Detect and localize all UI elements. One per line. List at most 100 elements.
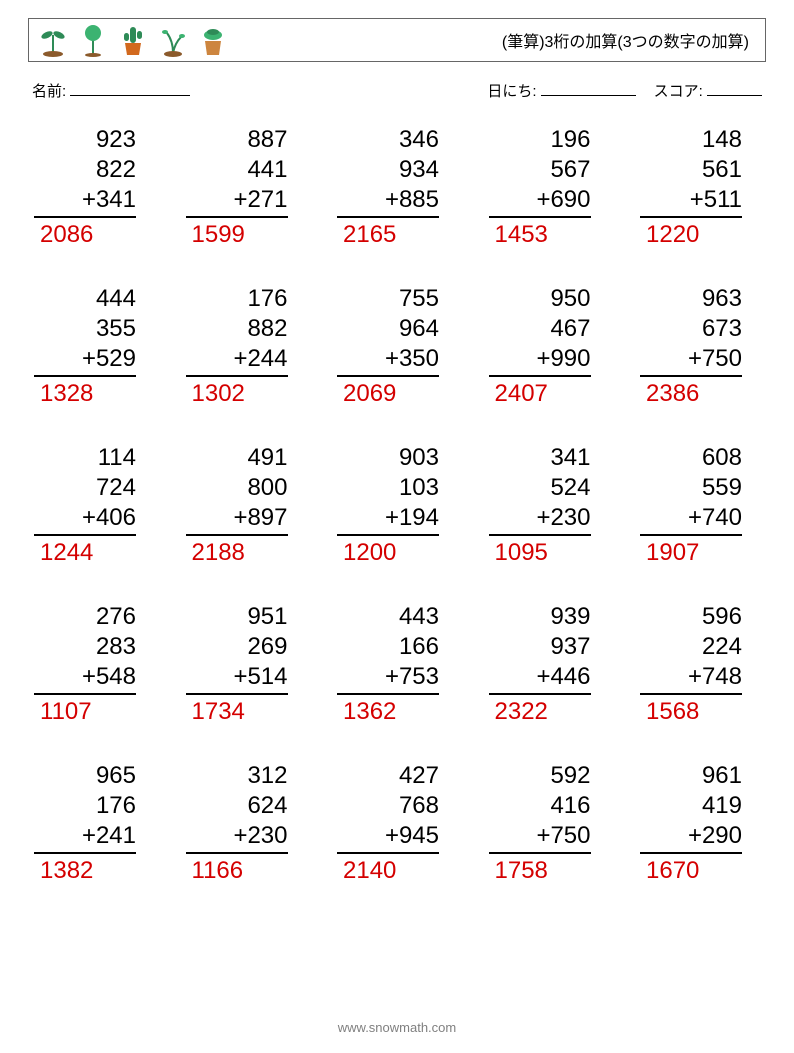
addend-3-line: +753 <box>337 662 439 695</box>
problems-row: 276283+5481107 951269+5141734 443166+75313… <box>34 602 760 727</box>
addend-3-line: +750 <box>489 821 591 854</box>
addend-1: 443 <box>337 602 439 632</box>
addend-3-line: +897 <box>186 503 288 536</box>
addend-3-line: +750 <box>640 344 742 377</box>
addend-3-line: +194 <box>337 503 439 536</box>
addend-1: 341 <box>489 443 591 473</box>
addend-2: 768 <box>337 791 439 821</box>
addend-1: 427 <box>337 761 439 791</box>
addition-problem: 596224+7481568 <box>640 602 760 727</box>
addend-3-line: +945 <box>337 821 439 854</box>
addend-1: 592 <box>489 761 591 791</box>
header-bar: (筆算)3桁の加算(3つの数字の加算) <box>28 18 766 62</box>
answer: 1220 <box>640 220 742 250</box>
addition-problem: 427768+9452140 <box>337 761 457 886</box>
name-field: 名前: <box>32 80 469 101</box>
addition-problem: 961419+2901670 <box>640 761 760 886</box>
footer-url: www.snowmath.com <box>0 1020 794 1035</box>
name-blank <box>70 82 190 96</box>
addition-problem: 963673+7502386 <box>640 284 760 409</box>
addend-1: 961 <box>640 761 742 791</box>
addition-problem: 196567+6901453 <box>489 125 609 250</box>
addition-problem: 114724+4061244 <box>34 443 154 568</box>
answer: 1453 <box>489 220 591 250</box>
answer: 2086 <box>34 220 136 250</box>
answer: 2069 <box>337 379 439 409</box>
answer: 2407 <box>489 379 591 409</box>
cactus-pot-icon <box>119 23 147 57</box>
answer: 1302 <box>186 379 288 409</box>
answer: 1734 <box>186 697 288 727</box>
addend-1: 923 <box>34 125 136 155</box>
succulent-pot-icon <box>199 23 227 57</box>
addition-problem: 887441+2711599 <box>186 125 306 250</box>
score-label: スコア: <box>654 83 703 100</box>
addend-3-line: +290 <box>640 821 742 854</box>
addend-1: 312 <box>186 761 288 791</box>
addition-problem: 276283+5481107 <box>34 602 154 727</box>
answer: 1907 <box>640 538 742 568</box>
addend-3-line: +230 <box>489 503 591 536</box>
addition-problem: 965176+2411382 <box>34 761 154 886</box>
sprout-icon <box>39 23 67 57</box>
addend-2: 724 <box>34 473 136 503</box>
addition-problem: 444355+5291328 <box>34 284 154 409</box>
problems-row: 965176+2411382312624+2301166427768+94521… <box>34 761 760 886</box>
addend-2: 524 <box>489 473 591 503</box>
addend-2: 964 <box>337 314 439 344</box>
addend-1: 596 <box>640 602 742 632</box>
addition-problem: 903103+1941200 <box>337 443 457 568</box>
addend-1: 114 <box>34 443 136 473</box>
addend-1: 491 <box>186 443 288 473</box>
addend-3-line: +446 <box>489 662 591 695</box>
addend-2: 937 <box>489 632 591 662</box>
addition-problem: 950467+9902407 <box>489 284 609 409</box>
addend-2: 224 <box>640 632 742 662</box>
problems-row: 923822+3412086887441+2711599346934+88521… <box>34 125 760 250</box>
addition-problem: 608559+7401907 <box>640 443 760 568</box>
addend-2: 882 <box>186 314 288 344</box>
date-label: 日にち: <box>487 83 536 100</box>
answer: 1382 <box>34 856 136 886</box>
addend-2: 800 <box>186 473 288 503</box>
answer: 1568 <box>640 697 742 727</box>
info-row: 名前: 日にち: スコア: <box>32 80 762 101</box>
addend-1: 444 <box>34 284 136 314</box>
addend-1: 887 <box>186 125 288 155</box>
addend-1: 951 <box>186 602 288 632</box>
addition-problem: 951269+5141734 <box>186 602 306 727</box>
addend-2: 561 <box>640 155 742 185</box>
addend-3-line: +230 <box>186 821 288 854</box>
answer: 1244 <box>34 538 136 568</box>
answer: 1200 <box>337 538 439 568</box>
addend-2: 103 <box>337 473 439 503</box>
addend-3-line: +990 <box>489 344 591 377</box>
addition-problem: 443166+7531362 <box>337 602 457 727</box>
addition-problem: 148561+5111220 <box>640 125 760 250</box>
addend-2: 176 <box>34 791 136 821</box>
addend-1: 963 <box>640 284 742 314</box>
addend-1: 950 <box>489 284 591 314</box>
problems-row: 444355+5291328176882+2441302755964+35020… <box>34 284 760 409</box>
addend-3-line: +271 <box>186 185 288 218</box>
addend-1: 965 <box>34 761 136 791</box>
addend-2: 269 <box>186 632 288 662</box>
wilting-plant-icon <box>159 23 187 57</box>
answer: 2165 <box>337 220 439 250</box>
addend-2: 283 <box>34 632 136 662</box>
answer: 1095 <box>489 538 591 568</box>
addend-2: 419 <box>640 791 742 821</box>
answer: 1599 <box>186 220 288 250</box>
problems-row: 114724+4061244491800+8972188903103+19412… <box>34 443 760 568</box>
addend-3-line: +740 <box>640 503 742 536</box>
date-blank <box>541 82 636 96</box>
addend-1: 903 <box>337 443 439 473</box>
addend-2: 934 <box>337 155 439 185</box>
addend-2: 467 <box>489 314 591 344</box>
worksheet-title: (筆算)3桁の加算(3つの数字の加算) <box>502 28 755 52</box>
addition-problem: 491800+8972188 <box>186 443 306 568</box>
answer: 2386 <box>640 379 742 409</box>
answer: 1107 <box>34 697 136 727</box>
plant-icons <box>39 23 227 57</box>
addend-3-line: +885 <box>337 185 439 218</box>
